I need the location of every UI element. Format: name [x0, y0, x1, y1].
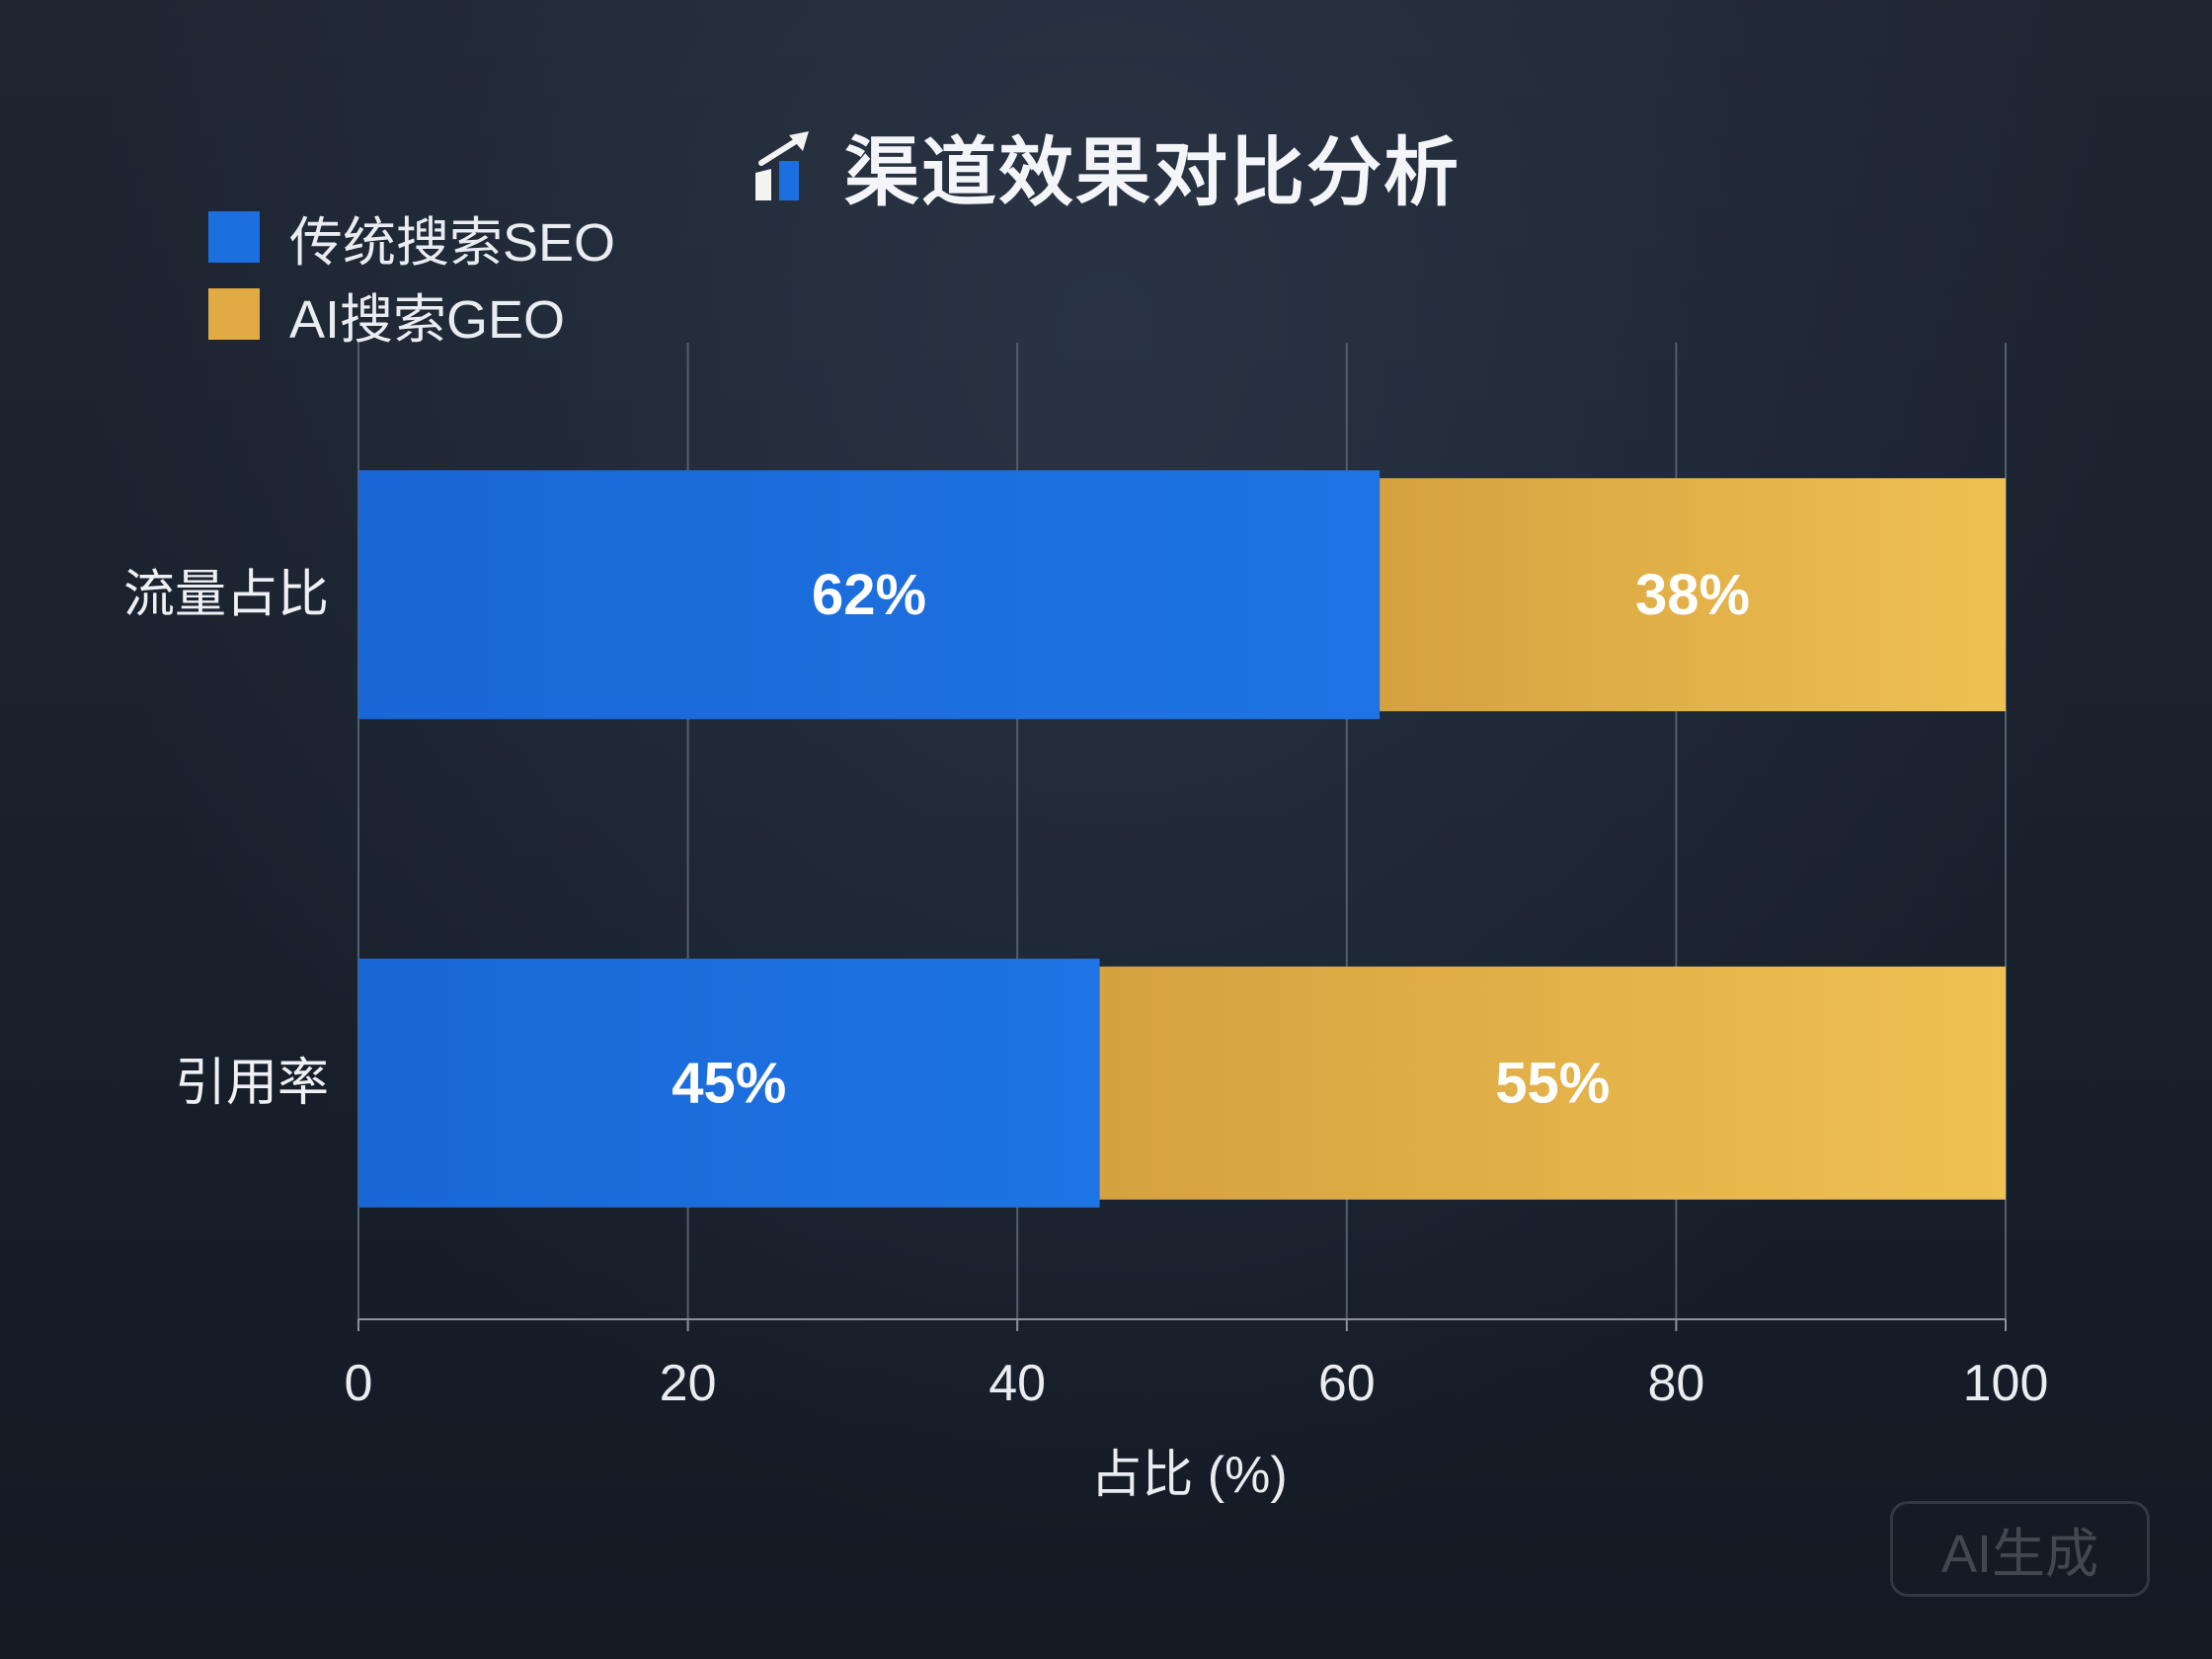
- legend-item-seo: 传统搜索SEO: [208, 209, 615, 273]
- ai-generated-watermark: AI生成: [1890, 1501, 2150, 1597]
- x-tick-label: 60: [1318, 1355, 1376, 1412]
- category-label: 引用率: [175, 1055, 329, 1112]
- bar-value-label: 62%: [812, 563, 926, 627]
- bar-layer: [358, 470, 2006, 1208]
- bar-value-label: 45%: [672, 1051, 786, 1115]
- bar-value-label: 55%: [1495, 1051, 1610, 1115]
- x-tick-label: 100: [1963, 1355, 2049, 1412]
- x-tick-label: 80: [1647, 1355, 1704, 1412]
- bar-geo: [1099, 966, 2006, 1200]
- legend-label-geo: AI搜索GEO: [289, 289, 566, 350]
- bar-seo: [358, 958, 1100, 1208]
- label-layer: 0 20 40 60 80 100 流量占比 62% 38% 引用率 45% 55%: [123, 563, 2048, 1412]
- bar-geo: [1380, 478, 2006, 712]
- category-label: 流量占比: [123, 566, 329, 623]
- chart-title: 渠道效果对比分析: [844, 131, 1461, 215]
- legend-item-geo: AI搜索GEO: [208, 286, 565, 350]
- x-axis-label: 占比 (%): [1090, 1447, 1287, 1504]
- bar-value-label: 38%: [1635, 563, 1750, 627]
- x-tick-label: 20: [660, 1355, 717, 1412]
- legend-swatch-seo: [208, 211, 260, 263]
- legend-swatch-geo: [208, 288, 260, 340]
- x-tick-label: 0: [345, 1355, 373, 1412]
- bar-seo: [358, 470, 1381, 720]
- chart-increasing-icon: [755, 131, 809, 200]
- legend-label-seo: 传统搜索SEO: [289, 212, 616, 273]
- chart-title-block: 渠道效果对比分析: [0, 117, 2212, 215]
- x-tick-label: 40: [988, 1355, 1046, 1412]
